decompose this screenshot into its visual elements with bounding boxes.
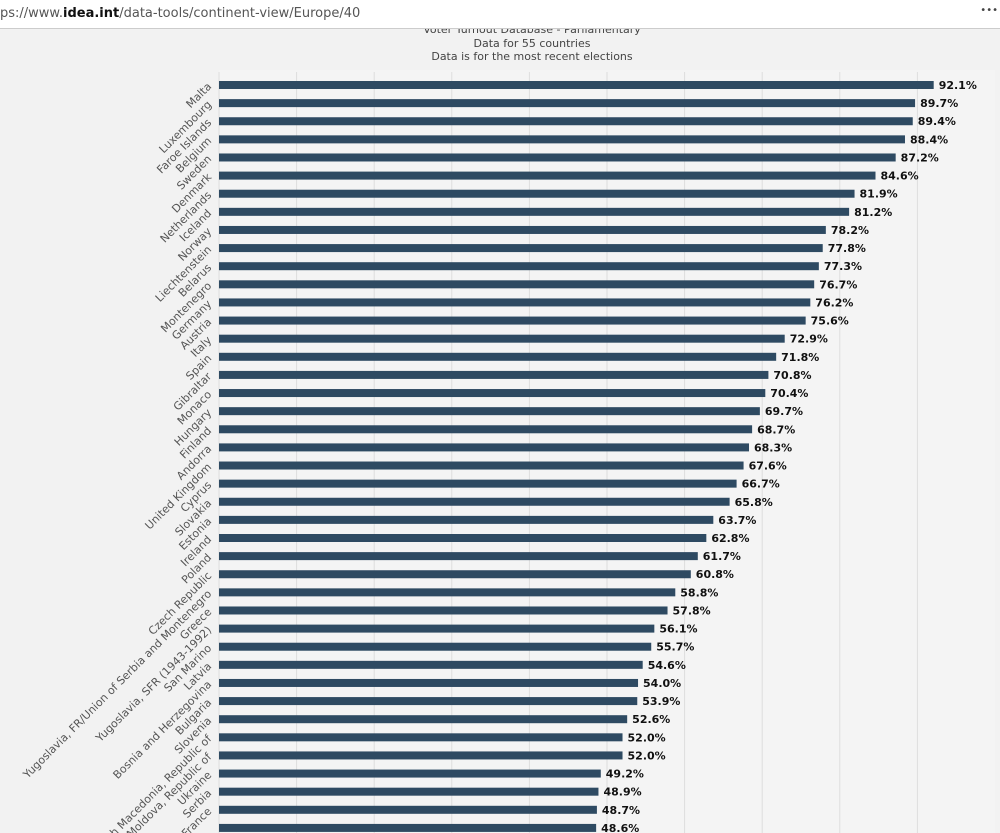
value-label: 56.1% [659,623,697,636]
bar [219,171,876,180]
value-label: 49.2% [606,768,644,781]
bar [219,606,668,615]
value-label: 69.7% [765,405,803,418]
bar [219,733,623,742]
value-label: 76.7% [819,278,857,291]
value-label: 81.9% [860,188,898,201]
bar [219,515,714,524]
url-prefix: ps://www. [0,6,64,21]
value-label: 53.9% [642,695,680,708]
value-label: 48.7% [602,804,640,817]
bar [219,189,855,198]
value-label: 89.7% [920,97,958,110]
value-label: 71.8% [781,351,819,364]
chart-subtitle: Data for 55 countries [474,37,591,50]
value-label: 76.2% [815,296,853,309]
bar [219,461,744,470]
value-label: 48.6% [601,822,639,833]
url-path: /data-tools/continent-view/Europe/40 [119,6,361,21]
value-label: 68.3% [754,441,792,454]
value-label: 60.8% [696,568,734,581]
bar [219,678,639,687]
value-label: 70.8% [773,369,811,382]
bar [219,588,676,597]
value-label: 81.2% [854,206,892,219]
value-label: 61.7% [703,550,741,563]
bar [219,225,826,234]
bar [219,805,597,814]
bar [219,624,655,633]
value-label: 52.0% [628,749,666,762]
bar [219,81,934,89]
bar [219,207,850,216]
value-label: 62.8% [711,532,749,545]
value-label: 52.0% [628,731,666,744]
bar [219,389,766,398]
bar [219,262,819,271]
value-label: 58.8% [680,586,718,599]
value-label: 57.8% [673,604,711,617]
value-label: 78.2% [831,224,869,237]
bar [219,552,698,561]
value-label: 66.7% [742,478,780,491]
bar [219,823,597,832]
value-label: 68.7% [757,423,795,436]
bar [219,334,785,343]
value-label: 88.4% [910,133,948,146]
bar [219,280,815,289]
bar [219,660,643,669]
bar [219,99,916,108]
value-label: 55.7% [656,641,694,654]
bar [219,443,750,452]
url[interactable]: ps://www.idea.int/data-tools/continent-v… [0,6,360,21]
value-label: 72.9% [790,333,828,346]
value-label: 54.0% [643,677,681,690]
value-label: 48.9% [603,786,641,799]
menu-button[interactable]: ••• [980,5,998,16]
bar [219,298,811,307]
value-label: 67.6% [749,460,787,473]
value-label: 84.6% [880,170,918,183]
value-label: 70.4% [770,387,808,400]
bar [219,534,707,542]
bar [219,479,737,488]
value-label: 92.1% [939,79,977,92]
bar [219,244,823,253]
url-domain: idea.int [63,6,120,21]
bar [219,497,730,506]
bar [219,370,769,379]
value-label: 54.6% [648,659,686,672]
bar [219,135,905,144]
bar [219,153,896,162]
value-label: 77.8% [828,242,866,255]
value-label: 52.6% [632,713,670,726]
bar [219,117,913,126]
value-label: 63.7% [718,514,756,527]
value-label: 75.6% [811,315,849,328]
value-label: 77.3% [824,260,862,273]
bar [219,570,691,579]
bar [219,316,806,325]
bar [219,769,601,778]
bar [219,642,652,651]
value-label: 65.8% [735,496,773,509]
bar [219,352,777,361]
bar [219,787,599,796]
bar [219,425,753,434]
value-label: 87.2% [901,151,939,164]
bar [219,751,623,760]
bar [219,407,760,416]
address-bar[interactable]: ps://www.idea.int/data-tools/continent-v… [0,0,1000,29]
chart-subtitle: Data is for the most recent elections [431,50,633,63]
bar [219,697,638,706]
bar [219,715,628,724]
value-label: 89.4% [918,115,956,128]
